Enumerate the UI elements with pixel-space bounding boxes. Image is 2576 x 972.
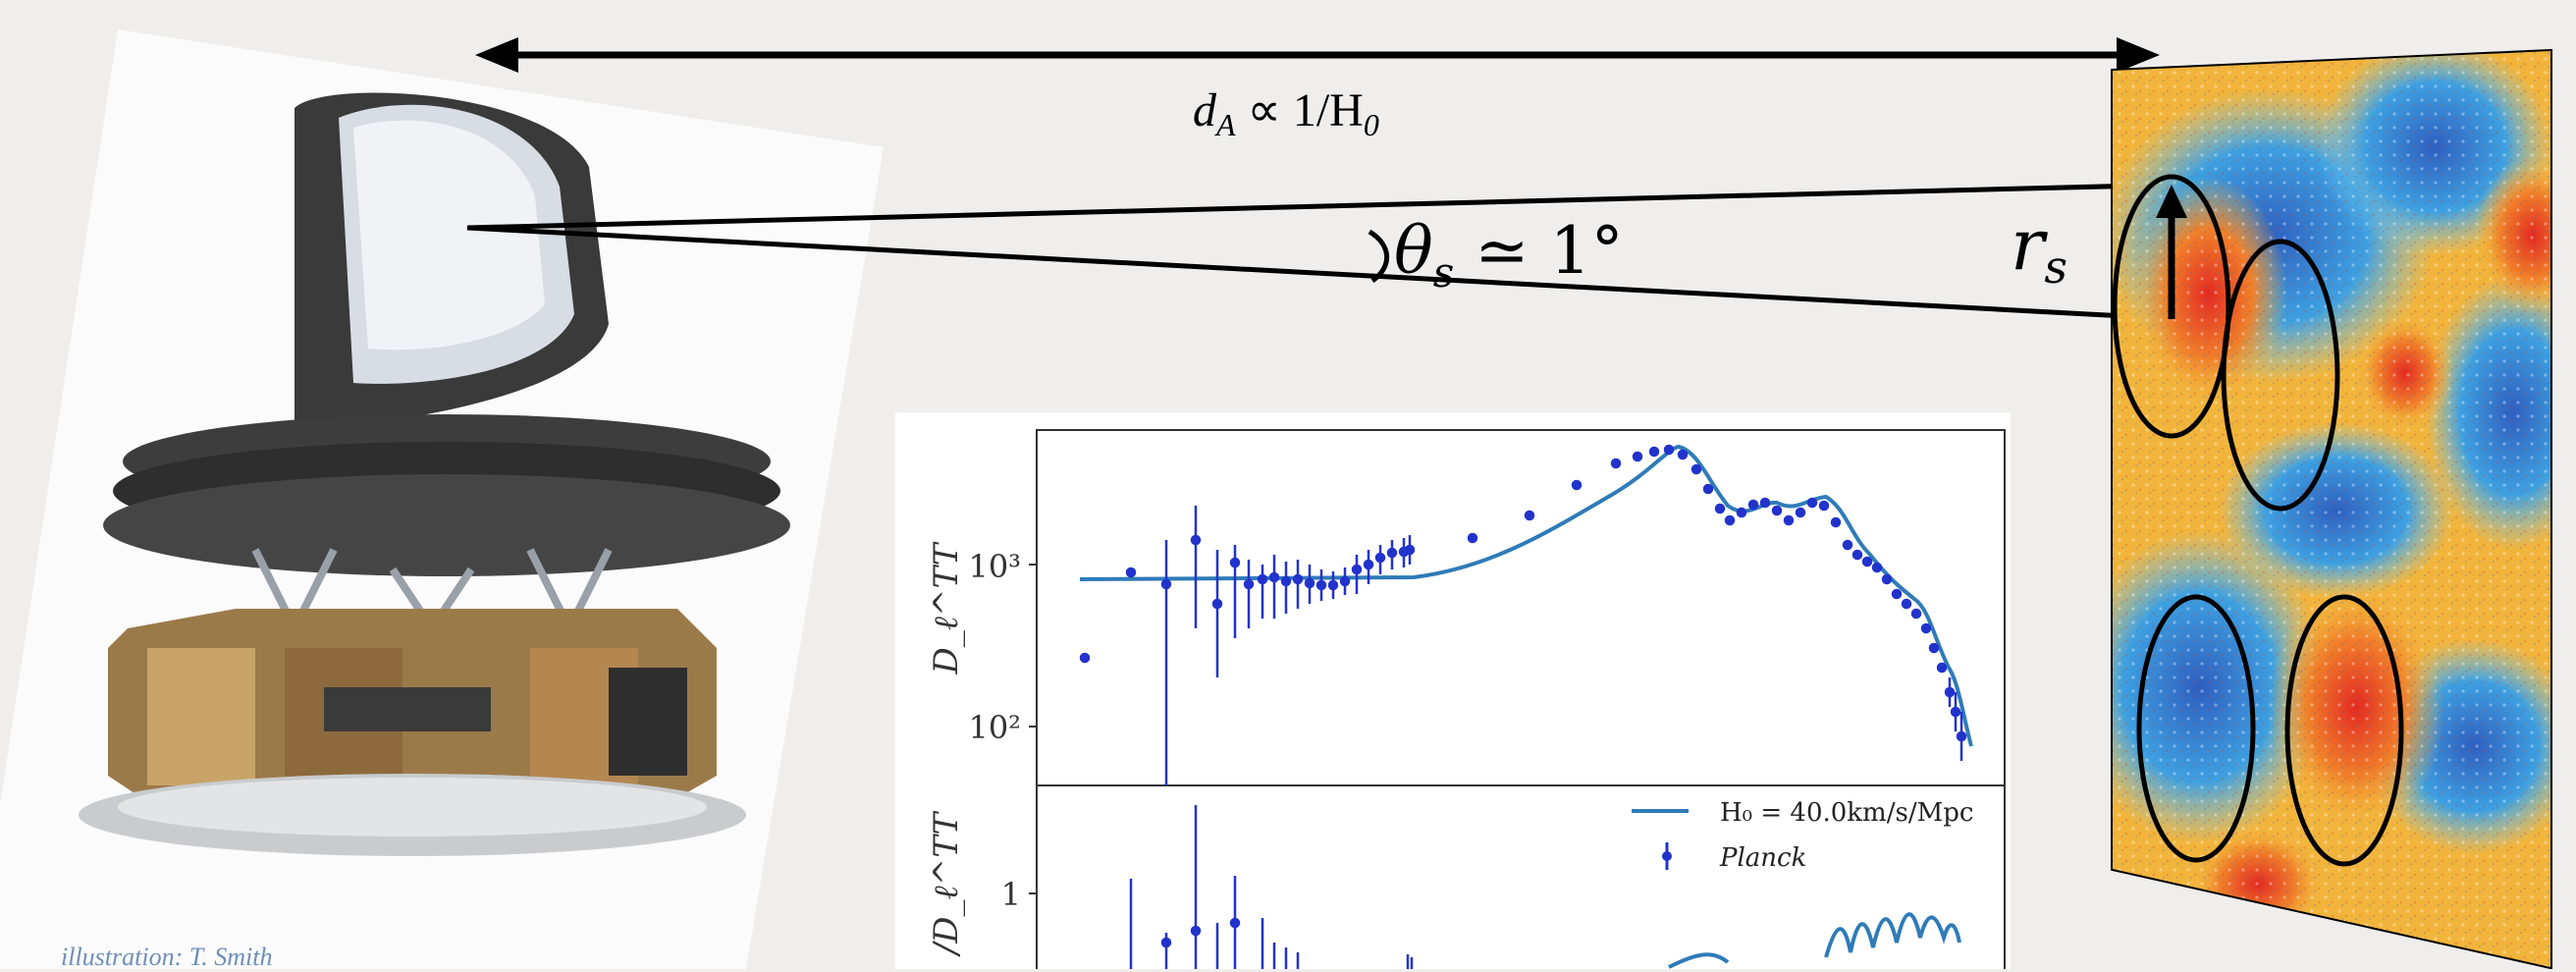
hot-spot-ring <box>2112 174 2231 439</box>
legend-planck-label: Planck <box>1719 843 1806 873</box>
plot-card <box>895 412 2011 969</box>
radius-label: rs <box>2011 203 2067 294</box>
planck-residual-points <box>1129 805 1414 969</box>
cold-spot-ring <box>2136 594 2256 863</box>
cmb-map <box>2111 48 2552 969</box>
angle-arc <box>1368 229 1390 284</box>
distance-label: dA ∝ 1/H0 <box>1193 84 1379 142</box>
photo-credit: illustration: T. Smith <box>61 943 273 971</box>
hot-spot-ring <box>2284 594 2404 867</box>
cold-spot-ring <box>2221 239 2340 512</box>
model-curve-residual <box>1668 912 1961 969</box>
ytick-label: 10² <box>968 709 1021 746</box>
angle-label: θs ≃ 1° <box>1394 213 1624 297</box>
distance-arrow <box>475 37 2160 73</box>
plot-legend: H₀ = 40.0km/s/Mpc Planck <box>1632 798 1973 873</box>
power-spectrum-plot: 10³ 10² 1 D_ℓ^TT /D_ℓ^TT <box>895 412 2011 969</box>
y-axis-label-top: D_ℓ^TT <box>927 541 966 675</box>
planck-satellite-photo <box>0 29 884 969</box>
bottom-panel-frame <box>1036 784 2006 969</box>
model-curve <box>1079 444 1973 747</box>
sun-shield-bottom <box>103 474 790 576</box>
sight-lines <box>466 182 2182 322</box>
ytick-label: 1 <box>1001 876 1021 913</box>
y-axis-label-bottom: /D_ℓ^TT <box>927 811 966 958</box>
planck-points <box>1079 444 1967 785</box>
legend-model-label: H₀ = 40.0km/s/Mpc <box>1720 798 1973 828</box>
ytick-label: 10³ <box>968 548 1021 585</box>
